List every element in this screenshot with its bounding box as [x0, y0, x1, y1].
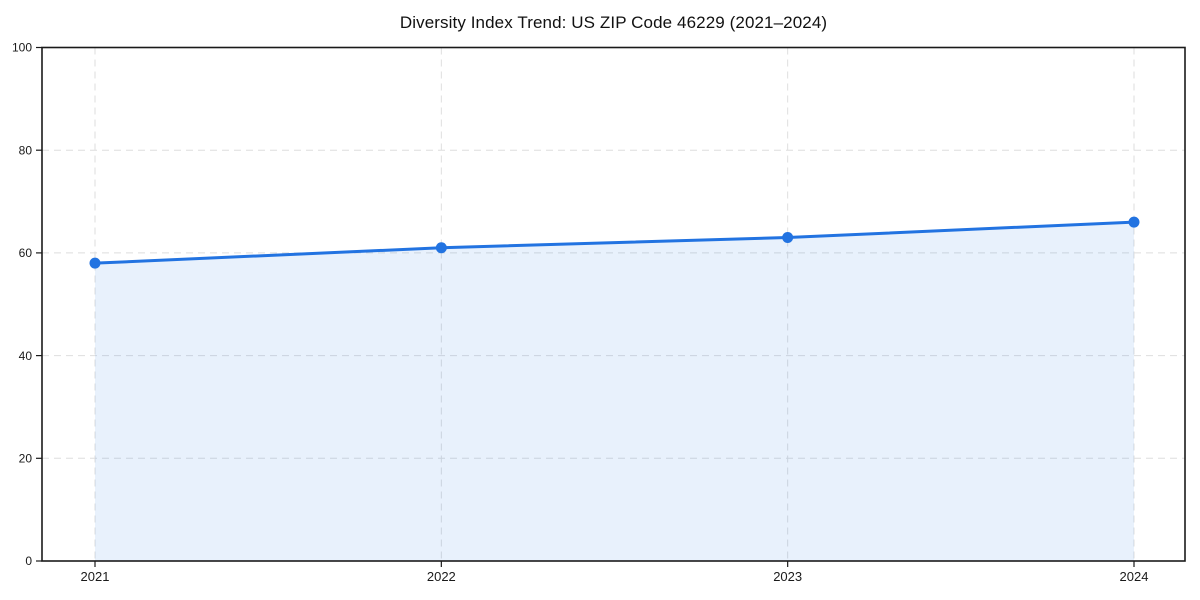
y-tick-label: 100 — [12, 41, 32, 55]
y-axis: 0 20 40 60 80 100 — [12, 41, 42, 568]
y-tick-label: 40 — [19, 349, 33, 363]
plot-border — [41, 46, 1186, 562]
x-tick-label: 2023 — [773, 569, 802, 584]
series-area-fill — [95, 222, 1134, 561]
x-tick-label: 2024 — [1120, 569, 1149, 584]
y-tick-label: 60 — [19, 246, 33, 260]
series-line — [93, 220, 1136, 265]
data-point-marker — [1128, 216, 1140, 228]
x-tick-label: 2021 — [81, 569, 110, 584]
data-point-marker — [782, 231, 794, 243]
y-tick-label: 0 — [25, 554, 32, 568]
y-tick-label: 20 — [19, 452, 33, 466]
data-point-marker — [89, 257, 101, 269]
data-point-marker — [435, 242, 447, 254]
chart-title: Diversity Index Trend: US ZIP Code 46229… — [399, 13, 828, 32]
y-tick-label: 80 — [19, 143, 33, 157]
x-axis: 2021 2022 2023 2024 — [81, 561, 1149, 584]
gridlines — [42, 47, 1185, 561]
x-tick-label: 2022 — [427, 569, 456, 584]
